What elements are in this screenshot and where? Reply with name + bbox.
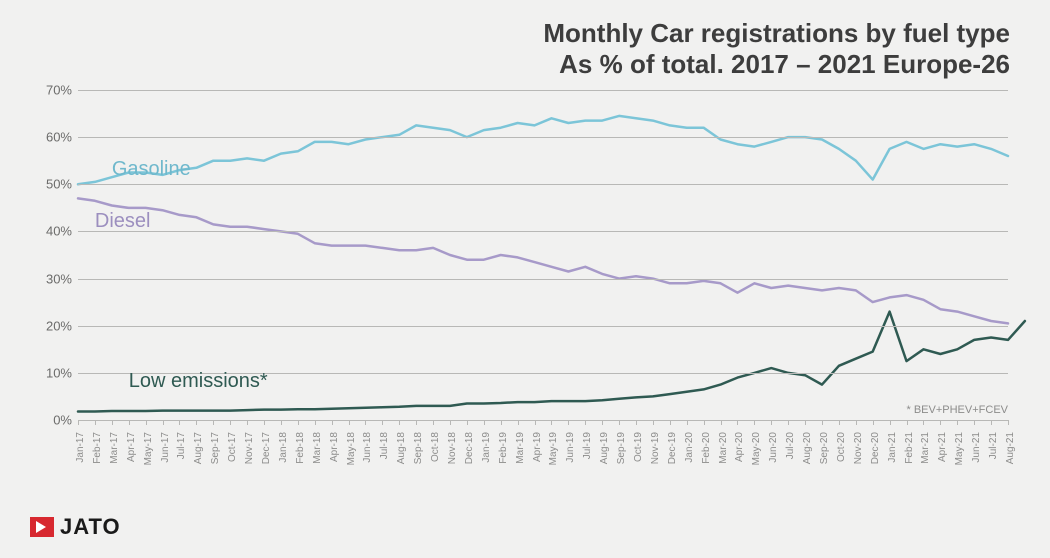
x-tick-mark xyxy=(264,420,265,425)
x-tick-mark xyxy=(856,420,857,425)
y-tick-label: 20% xyxy=(30,318,72,333)
plot-area: 0%10%20%30%40%50%60%70%GasolineDieselLow… xyxy=(78,90,1008,420)
x-tick-mark xyxy=(146,420,147,425)
x-tick-mark xyxy=(974,420,975,425)
x-tick-mark xyxy=(636,420,637,425)
x-tick-mark xyxy=(247,420,248,425)
x-tick-mark xyxy=(213,420,214,425)
x-tick-label: Aug-21 xyxy=(1005,432,1050,464)
x-tick-mark xyxy=(957,420,958,425)
jato-logo-text: JATO xyxy=(60,514,121,540)
x-tick-mark xyxy=(298,420,299,425)
x-tick-mark xyxy=(721,420,722,425)
x-tick-mark xyxy=(450,420,451,425)
x-tick-mark xyxy=(873,420,874,425)
x-tick-mark xyxy=(518,420,519,425)
x-tick-mark xyxy=(754,420,755,425)
x-tick-mark xyxy=(95,420,96,425)
footnote: * BEV+PHEV+FCEV xyxy=(907,404,1009,416)
gridline xyxy=(78,231,1008,232)
y-tick-label: 30% xyxy=(30,271,72,286)
x-tick-mark xyxy=(501,420,502,425)
y-tick-label: 40% xyxy=(30,224,72,239)
x-tick-mark xyxy=(568,420,569,425)
chart-title: Monthly Car registrations by fuel type A… xyxy=(543,18,1010,80)
x-tick-mark xyxy=(179,420,180,425)
gridline xyxy=(78,420,1008,421)
x-tick-mark xyxy=(890,420,891,425)
x-tick-mark xyxy=(805,420,806,425)
title-line-2: As % of total. 2017 – 2021 Europe-26 xyxy=(543,49,1010,80)
line-series-svg xyxy=(78,90,1008,420)
x-tick-mark xyxy=(822,420,823,425)
series-gasoline xyxy=(78,116,1008,184)
gridline xyxy=(78,90,1008,91)
x-tick-mark xyxy=(670,420,671,425)
x-tick-mark xyxy=(771,420,772,425)
y-tick-label: 50% xyxy=(30,177,72,192)
jato-logo-icon xyxy=(30,517,54,537)
x-tick-mark xyxy=(923,420,924,425)
x-tick-mark xyxy=(349,420,350,425)
x-axis-ticks: Jan-17Feb-17Mar-17Apr-17May-17Jun-17Jul-… xyxy=(78,424,1008,484)
x-tick-mark xyxy=(839,420,840,425)
x-tick-mark xyxy=(1008,420,1009,425)
x-tick-mark xyxy=(704,420,705,425)
gridline xyxy=(78,137,1008,138)
x-tick-mark xyxy=(788,420,789,425)
y-tick-label: 60% xyxy=(30,130,72,145)
series-diesel xyxy=(78,198,1008,323)
x-tick-mark xyxy=(399,420,400,425)
x-tick-mark xyxy=(281,420,282,425)
x-tick-mark xyxy=(687,420,688,425)
x-tick-mark xyxy=(129,420,130,425)
x-tick-mark xyxy=(230,420,231,425)
x-tick-mark xyxy=(382,420,383,425)
x-tick-mark xyxy=(535,420,536,425)
gridline xyxy=(78,326,1008,327)
x-tick-mark xyxy=(653,420,654,425)
gridline xyxy=(78,279,1008,280)
x-tick-mark xyxy=(737,420,738,425)
x-tick-mark xyxy=(433,420,434,425)
x-tick-mark xyxy=(484,420,485,425)
chart-area: 0%10%20%30%40%50%60%70%GasolineDieselLow… xyxy=(30,90,1020,480)
x-tick-mark xyxy=(332,420,333,425)
x-tick-mark xyxy=(467,420,468,425)
y-tick-label: 70% xyxy=(30,83,72,98)
title-line-1: Monthly Car registrations by fuel type xyxy=(543,18,1010,49)
x-tick-mark xyxy=(940,420,941,425)
y-tick-label: 0% xyxy=(30,413,72,428)
jato-logo: JATO xyxy=(30,514,121,540)
x-tick-mark xyxy=(196,420,197,425)
x-tick-mark xyxy=(315,420,316,425)
x-tick-mark xyxy=(112,420,113,425)
x-tick-mark xyxy=(585,420,586,425)
x-tick-mark xyxy=(365,420,366,425)
x-tick-mark xyxy=(78,420,79,425)
x-tick-mark xyxy=(416,420,417,425)
x-tick-mark xyxy=(619,420,620,425)
x-tick-mark xyxy=(602,420,603,425)
x-tick-mark xyxy=(907,420,908,425)
x-tick-mark xyxy=(991,420,992,425)
gridline xyxy=(78,184,1008,185)
gridline xyxy=(78,373,1008,374)
x-tick-mark xyxy=(551,420,552,425)
y-tick-label: 10% xyxy=(30,365,72,380)
x-tick-mark xyxy=(163,420,164,425)
